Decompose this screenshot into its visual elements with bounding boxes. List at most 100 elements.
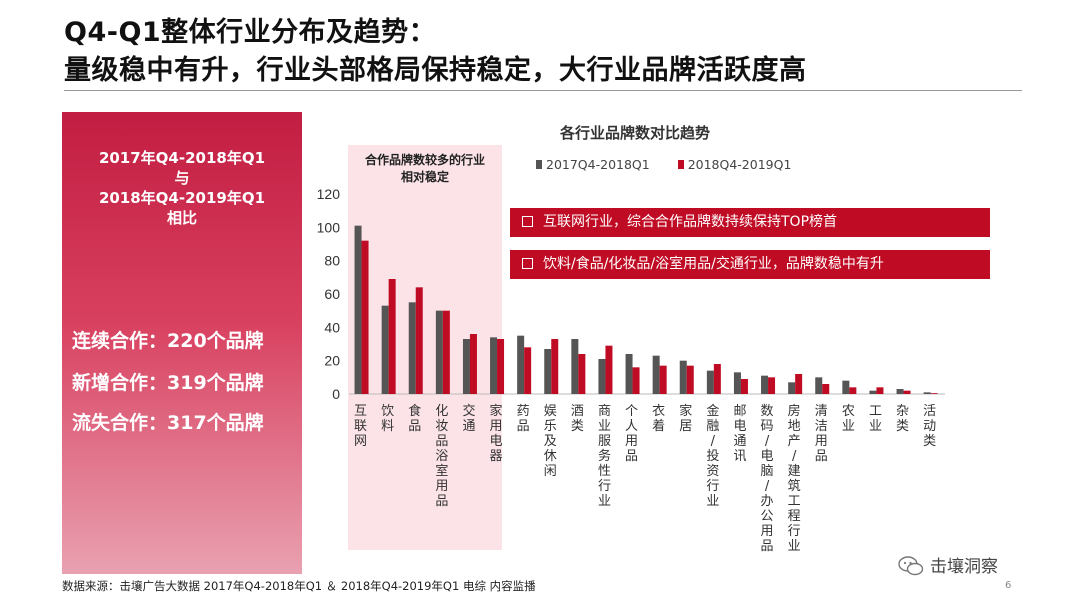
- bar-series2: [551, 339, 559, 394]
- bar-series2: [605, 345, 613, 394]
- summary-panel: 2017年Q4-2018年Q1 与 2018年Q4-2019年Q1 相比 连续合…: [62, 112, 302, 574]
- callout-stable: 饮料/食品/化妆品/浴室用品/交通行业，品牌数稳中有升: [510, 250, 990, 279]
- chart-legend: 2017Q4-2018Q1 2018Q4-2019Q1: [536, 157, 791, 172]
- title-divider: [64, 90, 1022, 91]
- bar-series2: [632, 367, 640, 394]
- bar-series1: [652, 355, 660, 394]
- bar-series2: [659, 365, 667, 394]
- bar-series2: [361, 240, 369, 394]
- legend-swatch-series2: [677, 160, 684, 169]
- bar-series1: [625, 354, 633, 394]
- x-category-label: 商业服务性行业: [598, 404, 611, 509]
- y-tick-label: 120: [317, 186, 341, 202]
- title-line-2: 量级稳中有升，行业头部格局保持稳定，大行业品牌活跃度高: [64, 55, 807, 86]
- bar-series1: [679, 360, 687, 394]
- legend-label-series2: 2018Q4-2019Q1: [687, 157, 792, 172]
- bar-series2: [713, 364, 721, 394]
- x-category-label: 互联网: [354, 404, 367, 449]
- title-line-1: Q4-Q1整体行业分布及趋势：: [64, 17, 437, 48]
- bar-series2: [442, 310, 450, 394]
- stat-continuous: 连续合作：220个品牌: [72, 330, 264, 352]
- bar-series1: [354, 225, 362, 394]
- bar-series2: [497, 339, 505, 394]
- bar-series2: [822, 384, 830, 394]
- x-category-label: 化妆品浴室用品: [435, 404, 448, 509]
- checkbox-icon: [522, 216, 533, 227]
- data-source: 数据来源：击壤广告大数据 2017年Q4-2018年Q1 ＆ 2018年Q4-2…: [62, 579, 536, 593]
- x-category-label: 工业: [869, 404, 882, 434]
- x-category-label: 房地产/建筑工程行业: [788, 403, 801, 554]
- bar-series2: [903, 390, 911, 394]
- x-category-label: 家居: [679, 403, 692, 434]
- bar-series1: [381, 305, 389, 394]
- y-tick-label: 80: [324, 253, 340, 269]
- bar-series2: [415, 287, 423, 394]
- x-category-label: 饮料: [381, 404, 394, 434]
- x-category-label: 酒类: [571, 404, 584, 434]
- bar-series1: [706, 370, 714, 394]
- bar-series2: [469, 334, 477, 394]
- x-category-label: 数码/电脑/办公用品: [761, 404, 774, 554]
- bar-series1: [571, 339, 579, 394]
- legend-swatch-series1: [536, 160, 542, 169]
- bar-series1: [490, 337, 498, 394]
- highlight-note-line: 相对稳定: [400, 170, 449, 184]
- page-number: 6: [1005, 580, 1012, 591]
- x-category-label: 交通: [462, 403, 475, 434]
- wechat-label: 击壤洞察: [930, 557, 998, 577]
- bar-series1: [598, 359, 606, 394]
- x-category-label: 食品: [408, 403, 421, 434]
- y-tick-label: 100: [317, 219, 341, 235]
- bar-series2: [849, 387, 857, 394]
- highlight-note: 合作品牌数较多的行业 相对稳定: [348, 152, 502, 186]
- wechat-icon: [898, 556, 924, 576]
- legend-label-series1: 2017Q4-2018Q1: [546, 157, 650, 172]
- compare-line: 2017年Q4-2018年Q1: [98, 149, 266, 167]
- bar-series1: [815, 377, 823, 394]
- bar-series2: [768, 377, 776, 394]
- bar-series1: [517, 335, 525, 394]
- checkbox-icon: [522, 258, 533, 269]
- x-category-label: 杂类: [896, 404, 909, 434]
- stat-new: 新增合作：319个品牌: [72, 372, 264, 394]
- x-category-label: 清洁用品: [815, 404, 828, 464]
- callout-internet: 互联网行业，综合合作品牌数持续保持TOP榜首: [510, 208, 990, 237]
- bar-series1: [408, 302, 416, 394]
- x-category-label: 药品: [517, 404, 530, 434]
- x-category-label: 娱乐及休闲: [544, 404, 557, 479]
- comparison-periods: 2017年Q4-2018年Q1 与 2018年Q4-2019年Q1 相比: [62, 148, 302, 228]
- bar-series2: [740, 379, 748, 394]
- wechat-brand: 击壤洞察: [898, 552, 998, 577]
- y-tick-label: 60: [324, 286, 340, 302]
- x-category-label: 家用电器: [490, 403, 503, 464]
- bar-series1: [923, 392, 931, 394]
- callout-text: 互联网行业，综合合作品牌数持续保持TOP榜首: [543, 214, 838, 230]
- highlight-note-line: 合作品牌数较多的行业: [364, 153, 485, 167]
- bar-series1: [869, 390, 877, 394]
- x-category-label: 活动类: [923, 404, 936, 449]
- y-tick-label: 40: [324, 319, 340, 335]
- bar-series2: [930, 393, 938, 394]
- x-category-label: 金融/投资行业: [706, 403, 719, 509]
- stat-lost: 流失合作：317个品牌: [72, 412, 264, 434]
- bar-series1: [435, 310, 443, 394]
- bar-series2: [876, 387, 884, 394]
- bar-series2: [524, 347, 532, 394]
- bar-series1: [788, 382, 796, 394]
- compare-line: 相比: [166, 209, 197, 227]
- bar-series1: [896, 389, 904, 394]
- bar-series2: [388, 279, 396, 394]
- compare-line: 与: [174, 169, 190, 187]
- callout-text: 饮料/食品/化妆品/浴室用品/交通行业，品牌数稳中有升: [543, 256, 884, 272]
- compare-line: 2018年Q4-2019年Q1: [98, 189, 266, 207]
- chart-title: 各行业品牌数对比趋势: [560, 124, 711, 142]
- x-category-label: 农业: [842, 404, 855, 434]
- bar-series1: [733, 372, 741, 394]
- bar-series1: [842, 380, 850, 394]
- bar-series1: [462, 339, 470, 394]
- bar-series2: [578, 354, 586, 394]
- bar-series2: [795, 374, 803, 394]
- y-tick-label: 20: [324, 353, 340, 369]
- x-category-label: 衣着: [652, 403, 665, 434]
